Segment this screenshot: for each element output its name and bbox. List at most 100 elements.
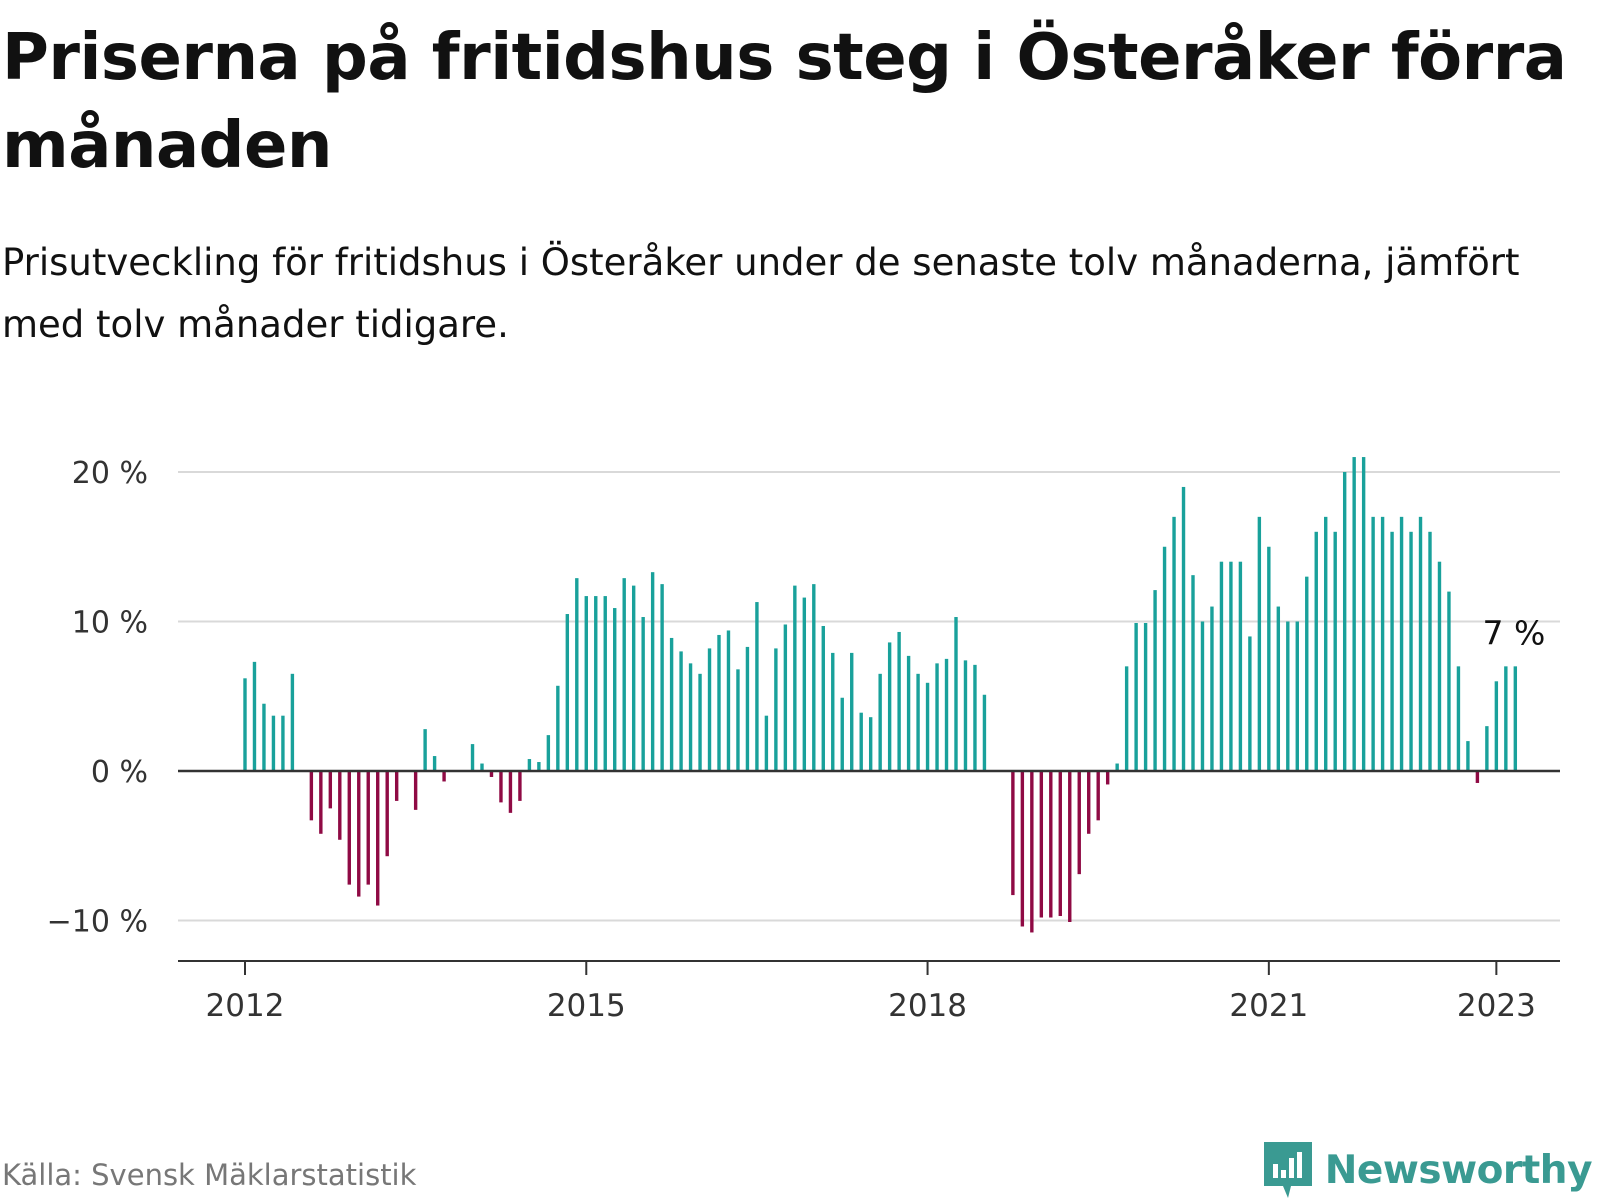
bar [262, 703, 266, 771]
bar [688, 663, 693, 771]
bar [755, 602, 759, 771]
bar [499, 771, 503, 803]
bar [508, 771, 513, 813]
bar [717, 634, 721, 771]
bar [935, 663, 939, 771]
bar [338, 771, 342, 840]
bar [1172, 516, 1176, 771]
bar [1390, 531, 1394, 771]
bar [1143, 622, 1148, 771]
bar [1039, 771, 1044, 918]
bar [1305, 576, 1309, 771]
bar [413, 771, 418, 810]
bar [319, 771, 323, 834]
bar [328, 771, 333, 809]
y-axis-labels: 20 % 10 % 0 % −10 % [47, 456, 148, 940]
bar [518, 771, 522, 801]
bar [252, 661, 257, 771]
bar [840, 697, 844, 771]
bar [1428, 531, 1432, 771]
bar [575, 578, 579, 771]
bar [660, 584, 664, 771]
bar [679, 651, 683, 771]
bar [821, 625, 825, 771]
bar [954, 617, 958, 771]
bar [584, 596, 588, 771]
bar [1219, 561, 1224, 771]
bar-chart: 20 % 10 % 0 % −10 % 2012 2015 2018 2021 2023 7 … [47, 456, 1560, 1024]
bar [650, 572, 655, 771]
bar [1409, 531, 1413, 771]
bar [243, 678, 247, 771]
bar [764, 715, 769, 771]
newsworthy-logo[interactable]: Newsworthy [1261, 1140, 1593, 1200]
bar [489, 771, 494, 777]
bar [641, 617, 645, 771]
chart-subtitle: Prisutveckling för fritidshus i Österåke… [2, 241, 1520, 346]
bar [1286, 621, 1290, 771]
bar [963, 660, 968, 771]
bar [878, 673, 882, 771]
bar [537, 762, 541, 771]
bar [594, 596, 598, 771]
bar [1049, 771, 1053, 918]
bar [480, 763, 484, 771]
bar [366, 771, 370, 885]
bar [1475, 771, 1480, 783]
bar [831, 652, 835, 771]
x-tick-label: 2023 [1457, 988, 1536, 1024]
bar [802, 597, 807, 771]
bar [973, 664, 977, 771]
bar [1096, 771, 1100, 821]
bar [290, 673, 295, 771]
y-tick-label: 20 % [72, 456, 148, 491]
bar [631, 585, 636, 771]
logo-wordmark: Newsworthy [1324, 1147, 1593, 1193]
bar [1466, 741, 1470, 771]
bar [1115, 763, 1119, 771]
bar [982, 694, 987, 771]
bar [868, 717, 873, 771]
bar [1267, 546, 1271, 771]
bar [1229, 561, 1233, 771]
bar [527, 759, 532, 771]
bar [1276, 606, 1281, 771]
bar [1513, 666, 1518, 771]
bar [859, 712, 863, 771]
bar [1295, 621, 1299, 771]
bar [1257, 516, 1262, 771]
bar [1352, 457, 1356, 771]
bar [565, 614, 570, 771]
bar [1447, 591, 1451, 771]
bar [1399, 516, 1404, 771]
bar [394, 771, 399, 801]
bar [745, 646, 750, 771]
bar [916, 673, 920, 771]
bars [243, 457, 1518, 933]
bar [850, 652, 854, 771]
bar [1134, 622, 1138, 771]
x-tick-label: 2012 [206, 988, 285, 1024]
y-tick-label: 0 % [91, 755, 148, 790]
bar [1504, 666, 1508, 771]
bar [1248, 636, 1252, 771]
bar [1011, 771, 1015, 896]
bar [1020, 771, 1025, 927]
bar [774, 648, 778, 771]
bar [385, 771, 389, 857]
bar [1437, 561, 1442, 771]
bar [726, 630, 731, 771]
bar [1200, 621, 1205, 771]
bar [669, 637, 674, 771]
bar [1124, 666, 1129, 771]
bar [1087, 771, 1091, 834]
bar [897, 631, 901, 771]
bar [783, 624, 788, 771]
bar [1324, 516, 1328, 771]
latest-value-label: 7 % [1482, 614, 1545, 653]
bar [1418, 516, 1423, 771]
bar [347, 771, 351, 885]
bar [1077, 771, 1081, 875]
bar [793, 585, 797, 771]
bar [376, 771, 380, 906]
